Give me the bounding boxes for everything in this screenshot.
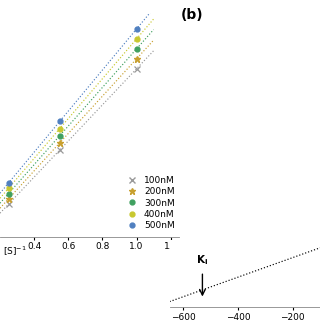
Text: [S]$^{-1}$: [S]$^{-1}$ bbox=[3, 245, 27, 258]
Text: $\mathbf{K_i}$: $\mathbf{K_i}$ bbox=[196, 253, 208, 267]
Text: (b): (b) bbox=[181, 8, 203, 22]
Legend: 100nM, 200nM, 300nM, 400nM, 500nM: 100nM, 200nM, 300nM, 400nM, 500nM bbox=[123, 176, 175, 230]
